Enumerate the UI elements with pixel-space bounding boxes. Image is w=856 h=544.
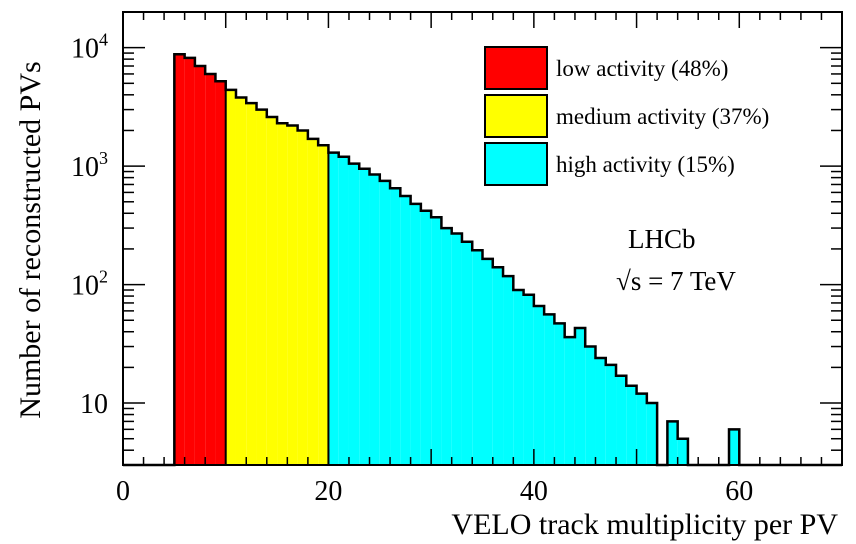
histogram-bar — [554, 323, 565, 465]
histogram-bar — [205, 73, 216, 465]
histogram-bar — [544, 314, 555, 465]
legend-label: medium activity (37%) — [556, 104, 769, 129]
x-tick-label: 20 — [314, 476, 342, 507]
histogram-bar — [482, 258, 493, 465]
histogram-bar — [328, 152, 339, 465]
histogram-bar — [400, 195, 411, 465]
histogram-bar — [636, 393, 647, 465]
histogram-bar — [256, 109, 267, 465]
legend-label: high activity (15%) — [556, 152, 735, 177]
histogram-bar — [318, 145, 329, 465]
histogram-bar — [297, 130, 308, 466]
y-tick-label: 10 — [80, 389, 108, 420]
histogram-bar — [338, 156, 349, 465]
histogram-bar — [574, 328, 586, 465]
histogram-bar — [729, 429, 740, 465]
histogram-bar — [174, 54, 185, 466]
histogram-bar — [667, 421, 678, 465]
histogram-bar — [225, 89, 236, 465]
plot-border — [122, 11, 843, 466]
histogram-bar — [492, 267, 504, 465]
histogram-bar — [235, 97, 247, 466]
histogram-bars — [123, 52, 842, 467]
legend-item: high activity (15%) — [484, 142, 735, 186]
legend-swatch — [484, 94, 548, 138]
histogram-bar — [472, 250, 483, 465]
energy-label: √s = 7 TeV — [616, 266, 736, 296]
histogram-bar — [266, 116, 278, 465]
legend: low activity (48%) medium activity (37%) h… — [484, 46, 769, 186]
legend-swatch — [484, 46, 548, 90]
legend-label: low activity (48%) — [556, 56, 728, 81]
histogram-bar — [564, 337, 575, 465]
histogram-bar — [420, 210, 432, 465]
histogram-bar — [523, 294, 534, 465]
y-tick-label: 102 — [71, 267, 108, 302]
x-tick-label: 0 — [116, 476, 130, 507]
y-tick-label: 103 — [71, 148, 108, 183]
histogram-bar — [379, 180, 391, 466]
axis-ticks — [122, 11, 843, 466]
histogram-bar — [184, 57, 195, 465]
histogram-bar — [369, 174, 380, 465]
histogram-bar — [287, 125, 298, 465]
histogram-bar — [646, 403, 658, 465]
histogram-bar — [307, 138, 319, 465]
experiment-label: LHCb — [628, 224, 696, 254]
x-axis-label: VELO track multiplicity per PV — [451, 508, 838, 541]
histogram-bar — [431, 217, 442, 465]
histogram-bar — [277, 123, 288, 465]
histogram-bar — [348, 163, 360, 465]
x-tick-labels: 0 20 40 60 — [116, 476, 753, 507]
histogram-bar — [595, 358, 606, 465]
histogram-outline — [123, 52, 842, 467]
legend-item: medium activity (37%) — [484, 94, 769, 138]
histogram-bar — [359, 168, 370, 465]
histogram-bar — [410, 203, 421, 465]
histogram-bar — [390, 188, 401, 466]
x-tick-label: 60 — [725, 476, 753, 507]
histogram-bar — [605, 364, 617, 465]
histogram-bar — [461, 241, 473, 465]
y-tick-label: 104 — [71, 30, 108, 65]
histogram-bar — [215, 81, 226, 465]
histogram-bar — [533, 305, 545, 465]
x-tick-label: 40 — [520, 476, 548, 507]
y-axis-label: Number of reconstructed PVs — [14, 61, 47, 418]
histogram-bar — [585, 346, 596, 465]
legend-swatch — [484, 142, 548, 186]
histogram-bar — [677, 438, 688, 465]
histogram-bar — [513, 290, 524, 465]
histogram-bar — [441, 228, 452, 465]
plot-frame — [122, 11, 843, 466]
histogram-bar — [503, 276, 514, 465]
histogram-bar — [194, 66, 206, 465]
histogram-bar — [626, 385, 637, 465]
histogram-bar — [616, 375, 627, 465]
histogram-bar — [451, 233, 462, 465]
histogram-bar — [246, 103, 257, 465]
y-tick-labels: 10 102 103 104 — [71, 30, 108, 420]
legend-item: low activity (48%) — [484, 46, 728, 90]
